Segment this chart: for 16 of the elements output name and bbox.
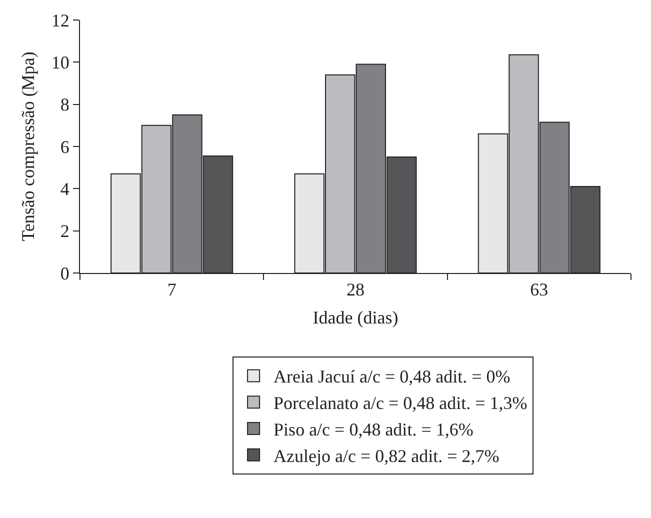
y-tick-label: 2: [60, 221, 70, 242]
legend-label: Azulejo a/c = 0,82 adit. = 2,7%: [274, 446, 500, 466]
x-tick-label: 7: [167, 280, 176, 300]
y-tick-label: 0: [60, 263, 70, 284]
y-tick-label: 4: [60, 178, 70, 199]
x-tick-label: 28: [346, 280, 364, 300]
y-tick-label: 12: [51, 10, 70, 30]
y-tick-label: 8: [60, 94, 70, 115]
x-tick-label: 63: [530, 280, 548, 300]
y-axis-title: Tensão compressão (Mpa): [18, 52, 38, 242]
legend-label: Porcelanato a/c = 0,48 adit. = 1,3%: [274, 393, 528, 414]
legend-label: Piso a/c = 0,48 adit. = 1,6%: [274, 420, 474, 440]
legend-label: Areia Jacuí a/c = 0,48 adit. = 0%: [274, 366, 510, 387]
y-tick-label: 6: [60, 136, 70, 157]
x-axis-title: Idade (dias): [312, 308, 398, 328]
y-tick-label: 10: [51, 52, 70, 72]
